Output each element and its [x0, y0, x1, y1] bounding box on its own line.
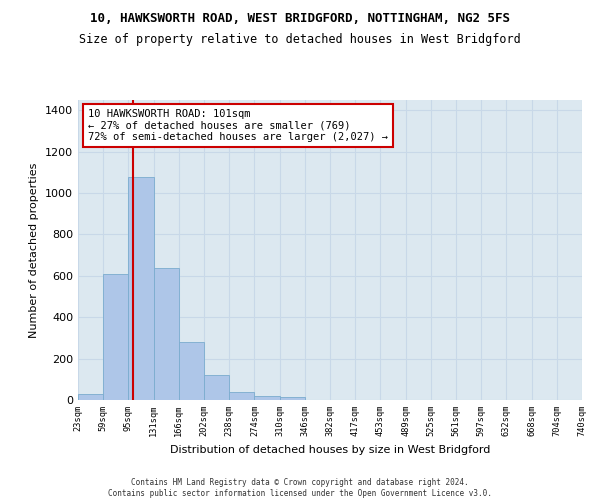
Text: 10 HAWKSWORTH ROAD: 101sqm
← 27% of detached houses are smaller (769)
72% of sem: 10 HAWKSWORTH ROAD: 101sqm ← 27% of deta… [88, 109, 388, 142]
Bar [179, 342, 204, 400]
Bar [280, 397, 305, 400]
Text: 10, HAWKSWORTH ROAD, WEST BRIDGFORD, NOTTINGHAM, NG2 5FS: 10, HAWKSWORTH ROAD, WEST BRIDGFORD, NOT… [90, 12, 510, 26]
Text: Size of property relative to detached houses in West Bridgford: Size of property relative to detached ho… [79, 32, 521, 46]
Bar [78, 394, 103, 400]
X-axis label: Distribution of detached houses by size in West Bridgford: Distribution of detached houses by size … [170, 444, 490, 454]
Y-axis label: Number of detached properties: Number of detached properties [29, 162, 40, 338]
Bar [204, 375, 229, 400]
Bar [154, 268, 179, 400]
Bar [103, 274, 128, 400]
Text: Contains HM Land Registry data © Crown copyright and database right 2024.
Contai: Contains HM Land Registry data © Crown c… [108, 478, 492, 498]
Bar [128, 176, 154, 400]
Bar [229, 392, 254, 400]
Bar [254, 396, 280, 400]
